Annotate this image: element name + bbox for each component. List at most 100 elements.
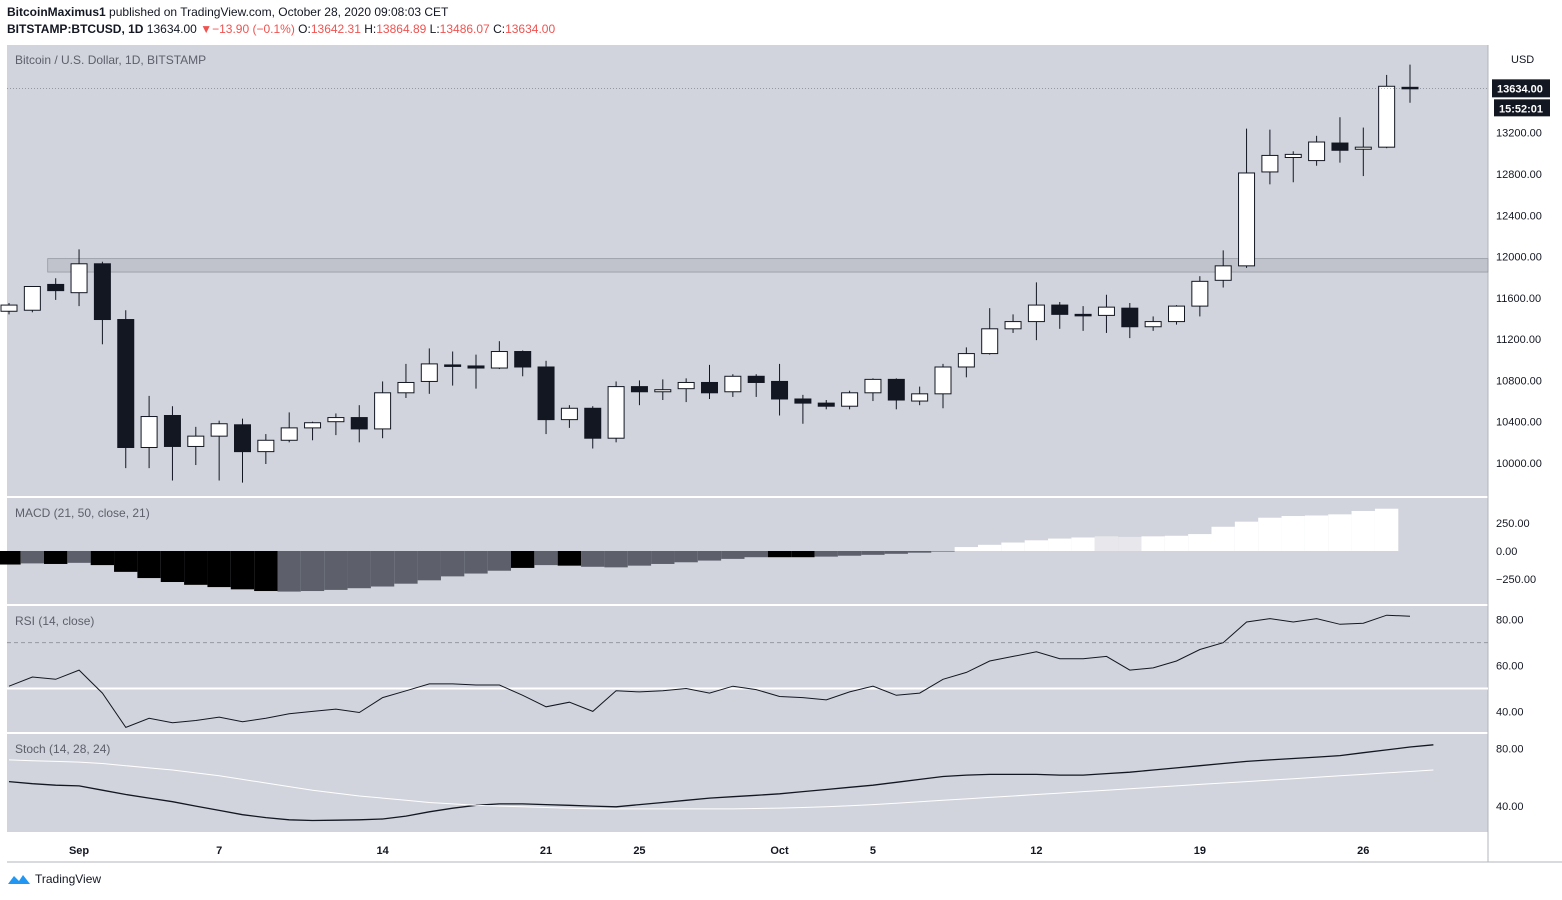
candle-body bbox=[47, 283, 65, 292]
macd-bar bbox=[511, 551, 535, 568]
publish-info: BitcoinMaximus1 published on TradingView… bbox=[7, 5, 448, 19]
candle bbox=[1284, 151, 1302, 183]
macd-bar bbox=[44, 551, 68, 564]
candle-body bbox=[23, 285, 41, 311]
candle bbox=[1121, 303, 1139, 339]
candle-body bbox=[1004, 321, 1022, 330]
rsi-y-tick-label: 80.00 bbox=[1496, 615, 1524, 627]
candle bbox=[210, 420, 228, 481]
symbol-name: BITSTAMP:BTCUSD bbox=[7, 22, 122, 36]
candle bbox=[1097, 294, 1115, 333]
candle-body bbox=[1027, 304, 1045, 323]
macd-bar bbox=[744, 551, 768, 558]
macd-bar bbox=[1188, 534, 1212, 551]
macd-bar bbox=[90, 551, 115, 566]
candle-body bbox=[537, 366, 555, 421]
macd-bar bbox=[277, 551, 301, 592]
candle bbox=[1261, 129, 1279, 185]
candle bbox=[187, 426, 205, 466]
macd-bar bbox=[767, 551, 792, 558]
close-label: C: bbox=[493, 22, 506, 36]
resistance-zone bbox=[47, 258, 1489, 273]
price-y-tick-label: 12800.00 bbox=[1496, 169, 1542, 181]
currency-label: USD bbox=[1511, 54, 1534, 66]
candle-body bbox=[724, 375, 742, 393]
macd-bar bbox=[1024, 540, 1049, 551]
x-tick-label: 7 bbox=[216, 845, 222, 857]
x-tick-label: 12 bbox=[1030, 845, 1042, 857]
down-arrow-icon: ▼ bbox=[200, 22, 213, 36]
candle-body bbox=[1238, 172, 1256, 267]
candle bbox=[911, 386, 929, 406]
candle bbox=[887, 378, 905, 410]
candle bbox=[490, 341, 508, 370]
stoch-y-tick-label: 40.00 bbox=[1496, 801, 1524, 813]
candle-body bbox=[1051, 304, 1069, 315]
candle-body bbox=[1074, 313, 1092, 317]
candle-body bbox=[934, 366, 952, 395]
candle bbox=[467, 354, 485, 389]
macd-bar bbox=[814, 551, 838, 557]
candle-body bbox=[514, 351, 532, 368]
candle bbox=[514, 350, 532, 377]
candle-body bbox=[117, 319, 135, 448]
macd-bar bbox=[697, 551, 722, 561]
candle-body bbox=[0, 304, 18, 312]
macd-bar bbox=[1211, 526, 1235, 551]
price-chart-title: Bitcoin / U.S. Dollar, 1D, BITSTAMP bbox=[15, 53, 206, 67]
macd-bar bbox=[1164, 535, 1189, 551]
candle-body bbox=[280, 427, 298, 441]
candle-body bbox=[841, 392, 859, 407]
candle bbox=[560, 405, 578, 428]
macd-bar bbox=[1118, 536, 1142, 551]
macd-bar bbox=[627, 551, 652, 566]
macd-bar bbox=[1141, 536, 1165, 551]
open-value: 13642.31 bbox=[310, 22, 361, 36]
price-y-tick-label: 10800.00 bbox=[1496, 375, 1542, 387]
published-text: published on TradingView.com, October 28… bbox=[109, 5, 449, 19]
pane-background-3 bbox=[7, 734, 1488, 832]
macd-bar bbox=[1234, 521, 1259, 551]
candle bbox=[607, 381, 625, 443]
price-y-tick-label: 10400.00 bbox=[1496, 417, 1542, 429]
footer: TradingView bbox=[7, 872, 101, 886]
candle bbox=[1168, 305, 1185, 325]
stoch-title: Stoch (14, 28, 24) bbox=[15, 742, 110, 756]
candle-body bbox=[630, 386, 648, 393]
price-y-tick-label: 11600.00 bbox=[1496, 293, 1541, 305]
macd-bar bbox=[137, 551, 161, 579]
candle-body bbox=[1121, 307, 1139, 328]
candle-body bbox=[887, 378, 905, 401]
macd-bar bbox=[557, 551, 582, 566]
author-name[interactable]: BitcoinMaximus1 bbox=[7, 5, 106, 19]
macd-bar bbox=[347, 551, 371, 589]
countdown-tag bbox=[1494, 99, 1550, 117]
candle-body bbox=[701, 381, 718, 394]
candle bbox=[934, 363, 952, 409]
candle-body bbox=[747, 375, 765, 383]
candle bbox=[117, 310, 135, 469]
macd-bar bbox=[20, 551, 44, 564]
candle bbox=[841, 390, 859, 410]
candle-body bbox=[163, 415, 181, 447]
candle-body bbox=[140, 416, 158, 448]
symbol-legend: BITSTAMP:BTCUSD, 1D 13634.00 ▼−13.90 (−0… bbox=[7, 22, 556, 36]
macd-bar bbox=[464, 551, 488, 574]
last-price-label: 13634.00 bbox=[1497, 83, 1543, 95]
macd-bar bbox=[324, 551, 348, 590]
candle bbox=[257, 434, 275, 465]
macd-bar bbox=[1328, 514, 1352, 551]
candle-body bbox=[1284, 153, 1302, 158]
macd-bar bbox=[791, 551, 815, 558]
candle bbox=[420, 348, 438, 394]
candle bbox=[794, 394, 812, 424]
candle bbox=[350, 405, 368, 443]
candle-body bbox=[1354, 146, 1372, 150]
close-value: 13634.00 bbox=[505, 22, 556, 36]
footer-brand[interactable]: TradingView bbox=[35, 872, 102, 886]
candle-body bbox=[584, 407, 602, 439]
candle-body bbox=[560, 407, 578, 421]
macd-bar bbox=[207, 551, 231, 588]
candle-body bbox=[607, 386, 625, 439]
